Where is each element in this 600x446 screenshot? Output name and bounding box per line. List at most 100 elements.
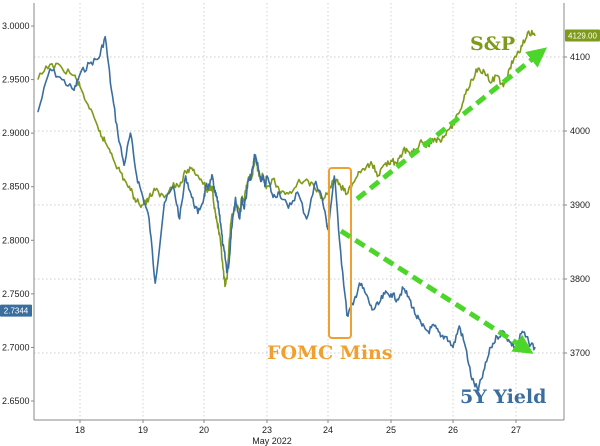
data-point [352,182,354,184]
data-point [490,346,492,349]
data-point [528,341,530,343]
data-point [79,73,81,75]
data-point [179,185,181,188]
data-point [333,175,335,177]
data-point [446,336,448,338]
data-point [452,346,454,349]
data-point [148,197,150,199]
data-point [365,167,367,169]
data-point [239,218,241,220]
spx-last-value-tag [565,29,600,42]
y-right-tick-label: 3900 [570,200,590,210]
data-point [226,278,228,280]
data-point [287,207,289,209]
axes: 3.0000 2.9500 2.9000 2.8500 2.8000 2.7500 2.70… [2,3,590,446]
data-point [49,63,51,65]
data-point [346,193,348,195]
data-point [179,218,181,220]
data-point [88,108,91,110]
data-point [352,303,354,306]
data-point [222,245,224,247]
data-point [142,196,144,199]
data-point [117,167,119,169]
data-point [61,78,63,81]
x-tick-label: 27 [511,425,521,435]
data-point [534,346,536,349]
data-point [483,368,486,370]
y-right-tick-label: 4000 [570,126,590,136]
data-point [37,111,39,113]
data-point [222,267,224,269]
data-point [129,189,131,191]
x-tick-label: 26 [448,425,458,435]
data-point [296,191,299,193]
data-point [230,228,232,231]
data-point [296,182,299,184]
data-point [129,132,131,134]
data-point [252,164,254,166]
data-point [390,293,392,295]
data-point [515,346,517,349]
data-point [117,132,119,134]
data-point [477,67,479,69]
data-point [172,186,175,188]
data-point [377,303,379,306]
data-point [37,78,39,80]
data-point [278,189,280,191]
data-point [287,193,289,195]
data-point [340,185,342,188]
data-point [211,185,213,188]
data-point [521,330,523,332]
data-point [266,185,268,188]
data-point [205,186,207,188]
data-point [208,189,210,191]
data-point [502,86,504,88]
data-point [515,56,517,58]
data-point [384,163,386,165]
data-point [197,174,199,176]
x-tick-label: 18 [75,425,85,435]
data-point [228,241,230,243]
data-point [266,175,268,177]
data-point [250,175,252,177]
data-point [483,71,486,73]
data-point [458,325,460,327]
grid [34,3,564,420]
spx-trend-arrow [355,47,548,201]
data-point [421,141,423,143]
data-point [433,137,435,139]
data-point [521,45,523,47]
data-point [49,68,51,70]
data-point [98,130,100,132]
data-point [427,330,429,332]
data-point [220,223,222,225]
data-point [415,314,417,316]
data-point [224,255,226,257]
data-point [213,191,216,193]
x-tick-label: 23 [262,425,272,435]
data-point [136,200,138,202]
data-point [234,196,237,199]
data-point [172,182,175,184]
data-point [272,196,274,199]
data-point [371,309,373,311]
y-left-tick-label: 2.6500 [2,396,30,406]
data-point [142,204,144,206]
data-point [73,74,75,77]
series-lines [37,29,536,392]
data-point [224,285,226,287]
data-point [358,171,361,173]
data-point [465,346,467,349]
data-point [123,178,125,180]
data-point [433,325,435,327]
data-point [211,175,213,177]
series-line-yield [37,35,536,392]
data-point [260,180,262,182]
data-point [88,62,91,65]
data-point [218,207,220,209]
y-left-tick-label: 2.8000 [2,235,30,245]
data-point [104,36,106,38]
data-point [340,250,342,252]
data-point [465,93,467,95]
